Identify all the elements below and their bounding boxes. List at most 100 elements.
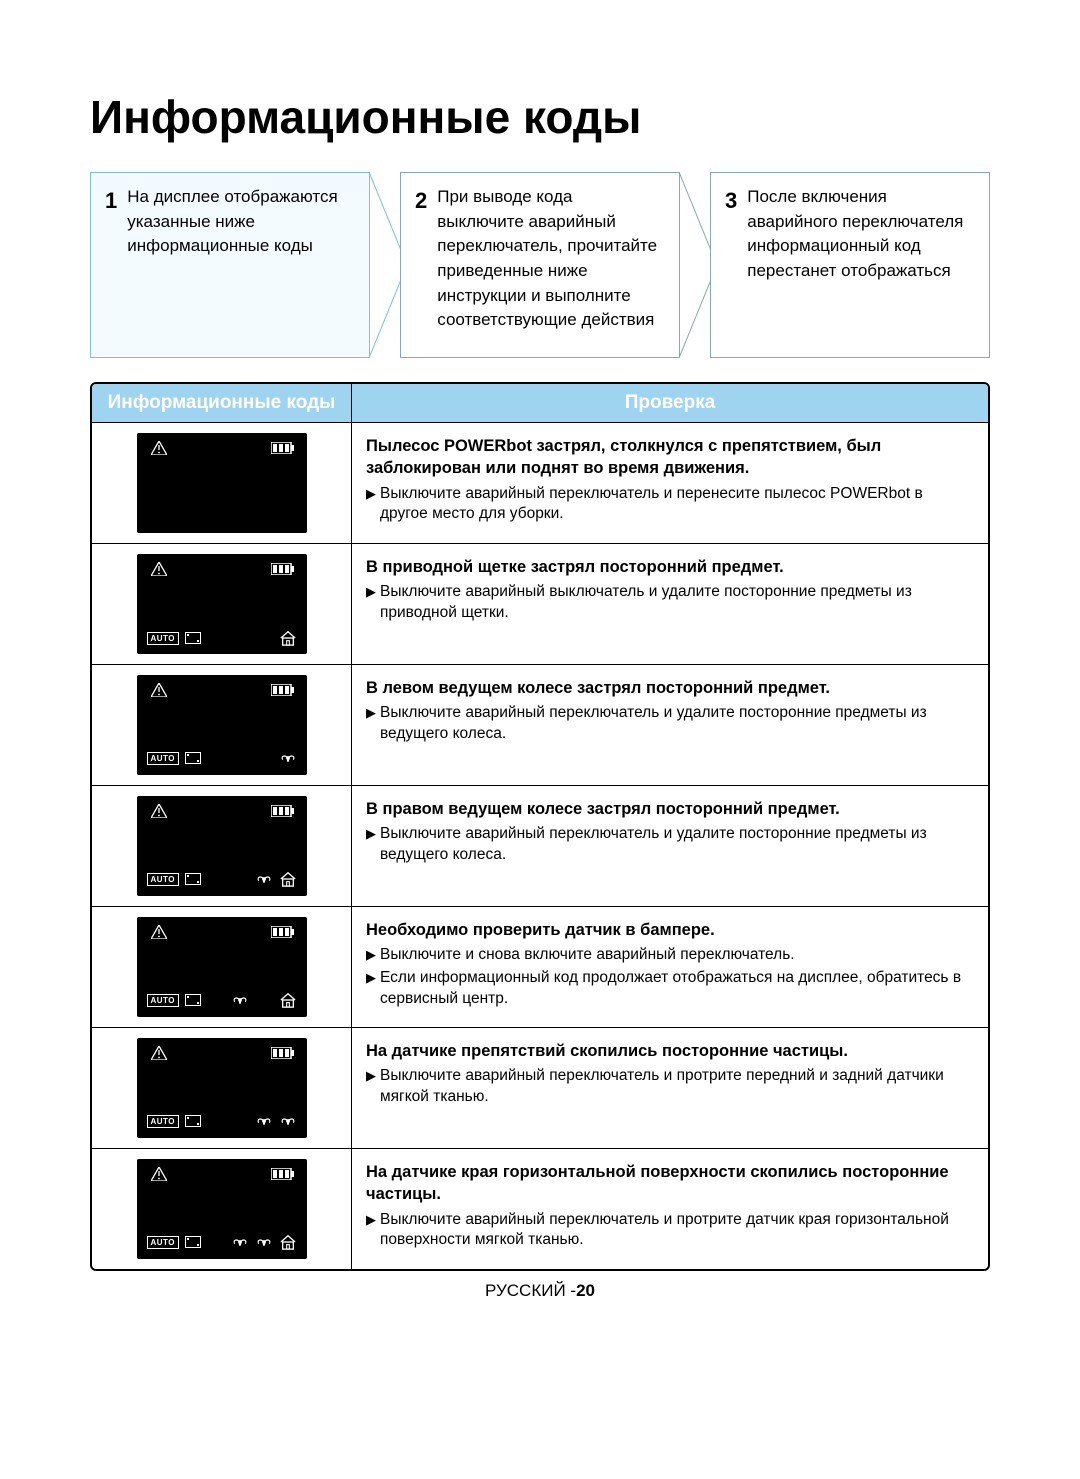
display-panel-0 <box>137 433 307 533</box>
warn-icon-6 <box>151 1167 167 1185</box>
bullet-icon: ▶ <box>366 824 376 866</box>
check-title: В приводной щетке застрял посторонний пр… <box>366 556 974 578</box>
display-auto-2: AUTO <box>147 752 180 765</box>
check-cell: В левом ведущем колесе застрял посторонн… <box>352 665 988 785</box>
step-1-num: 1 <box>105 185 117 217</box>
bullet-icon: ▶ <box>366 1066 376 1108</box>
step-3: 3 После включения аварийного переключате… <box>710 172 990 358</box>
code-display-cell: AUTO <box>92 665 352 785</box>
check-cell: На датчике препятствий скопились посторо… <box>352 1028 988 1148</box>
check-title: На датчике края горизонтальной поверхнос… <box>366 1161 974 1206</box>
display-panel-5: AUTO <box>137 1038 307 1138</box>
display-panel-2: AUTO <box>137 675 307 775</box>
display-icons-right-4 <box>231 991 297 1009</box>
check-item-text: Выключите аварийный переключатель и удал… <box>380 703 974 745</box>
page-title: Информационные коды <box>90 90 990 144</box>
check-item: ▶Выключите и снова включите аварийный пе… <box>366 945 974 966</box>
display-rect-4 <box>185 994 201 1006</box>
table-row: Пылесос POWERbot застрял, столкнулся с п… <box>92 423 988 544</box>
footer-lang: РУССКИЙ - <box>485 1281 576 1300</box>
table-row: AUTO Необходимо проверить датчик в бампер… <box>92 907 988 1028</box>
display-panel-4: AUTO <box>137 917 307 1017</box>
check-item-text: Выключите аварийный выключатель и удалит… <box>380 582 974 624</box>
step-2: 2 При выводе кода выключите аварийный пе… <box>400 172 680 358</box>
battery-icon-0 <box>271 441 295 459</box>
bullet-icon: ▶ <box>366 968 376 1010</box>
battery-icon-1 <box>271 562 295 580</box>
check-title: В правом ведущем колесе застрял посторон… <box>366 798 974 820</box>
check-item: ▶Выключите аварийный переключатель и уда… <box>366 824 974 866</box>
display-panel-3: AUTO <box>137 796 307 896</box>
table-header: Информационные коды Проверка <box>92 384 988 423</box>
warn-icon-1 <box>151 562 167 580</box>
check-item: ▶Выключите аварийный переключатель и про… <box>366 1210 974 1252</box>
display-icons-right-2 <box>279 749 297 767</box>
display-rect-3 <box>185 873 201 885</box>
check-cell: Необходимо проверить датчик в бампере. ▶В… <box>352 907 988 1027</box>
step-3-num: 3 <box>725 185 737 217</box>
display-auto-3: AUTO <box>147 873 180 886</box>
check-title: В левом ведущем колесе застрял посторонн… <box>366 677 974 699</box>
check-cell: Пылесос POWERbot застрял, столкнулся с п… <box>352 423 988 543</box>
step-1-text: На дисплее отображаются указанные ниже и… <box>127 185 353 259</box>
display-auto-4: AUTO <box>147 994 180 1007</box>
arrow-1 <box>370 172 400 358</box>
code-display-cell: AUTO <box>92 907 352 1027</box>
check-item: ▶Выключите аварийный переключатель и уда… <box>366 703 974 745</box>
code-display-cell: AUTO <box>92 544 352 664</box>
bullet-icon: ▶ <box>366 484 376 526</box>
warn-icon-4 <box>151 925 167 943</box>
check-item-text: Выключите аварийный переключатель и пере… <box>380 484 974 526</box>
battery-icon-2 <box>271 683 295 701</box>
bullet-icon: ▶ <box>366 703 376 745</box>
bullet-icon: ▶ <box>366 582 376 624</box>
warn-icon-5 <box>151 1046 167 1064</box>
step-1: 1 На дисплее отображаются указанные ниже… <box>90 172 370 358</box>
display-rect-6 <box>185 1236 201 1248</box>
step-2-text: При выводе кода выключите аварийный пере… <box>437 185 663 333</box>
battery-icon-5 <box>271 1046 295 1064</box>
display-rect-1 <box>185 632 201 644</box>
battery-icon-6 <box>271 1167 295 1185</box>
table-row: AUTO На датчике препятствий скопились пос… <box>92 1028 988 1149</box>
bullet-icon: ▶ <box>366 1210 376 1252</box>
display-auto-6: AUTO <box>147 1236 180 1249</box>
battery-icon-3 <box>271 804 295 822</box>
display-auto-5: AUTO <box>147 1115 180 1128</box>
bullet-icon: ▶ <box>366 945 376 966</box>
warn-icon-2 <box>151 683 167 701</box>
check-item: ▶Выключите аварийный переключатель и про… <box>366 1066 974 1108</box>
th-check: Проверка <box>352 384 988 422</box>
display-auto-1: AUTO <box>147 632 180 645</box>
code-display-cell <box>92 423 352 543</box>
check-item-text: Выключите аварийный переключатель и прот… <box>380 1210 974 1252</box>
codes-table: Информационные коды Проверка Пылесос POW… <box>90 382 990 1271</box>
check-title: Необходимо проверить датчик в бампере. <box>366 919 974 941</box>
display-panel-6: AUTO <box>137 1159 307 1259</box>
display-rect-2 <box>185 752 201 764</box>
display-icons-right-6 <box>231 1233 297 1251</box>
check-cell: В правом ведущем колесе застрял посторон… <box>352 786 988 906</box>
table-row: AUTO В правом ведущем колесе застрял пост… <box>92 786 988 907</box>
check-title: На датчике препятствий скопились посторо… <box>366 1040 974 1062</box>
table-row: AUTO В левом ведущем колесе застрял посто… <box>92 665 988 786</box>
warn-icon-0 <box>151 441 167 459</box>
check-item-text: Выключите аварийный переключатель и удал… <box>380 824 974 866</box>
footer-page: 20 <box>576 1281 595 1300</box>
code-display-cell: AUTO <box>92 1028 352 1148</box>
check-item: ▶Если информационный код продолжает отоб… <box>366 968 974 1010</box>
check-cell: На датчике края горизонтальной поверхнос… <box>352 1149 988 1269</box>
check-title: Пылесос POWERbot застрял, столкнулся с п… <box>366 435 974 480</box>
check-item: ▶Выключите аварийный переключатель и пер… <box>366 484 974 526</box>
table-row: AUTO На датчике края горизонтальной повер… <box>92 1149 988 1269</box>
th-codes: Информационные коды <box>92 384 352 422</box>
display-rect-5 <box>185 1115 201 1127</box>
code-display-cell: AUTO <box>92 786 352 906</box>
check-item-text: Выключите и снова включите аварийный пер… <box>380 945 795 966</box>
arrow-2 <box>680 172 710 358</box>
display-panel-1: AUTO <box>137 554 307 654</box>
step-3-text: После включения аварийного переключателя… <box>747 185 973 284</box>
check-cell: В приводной щетке застрял посторонний пр… <box>352 544 988 664</box>
code-display-cell: AUTO <box>92 1149 352 1269</box>
check-item: ▶Выключите аварийный выключатель и удали… <box>366 582 974 624</box>
